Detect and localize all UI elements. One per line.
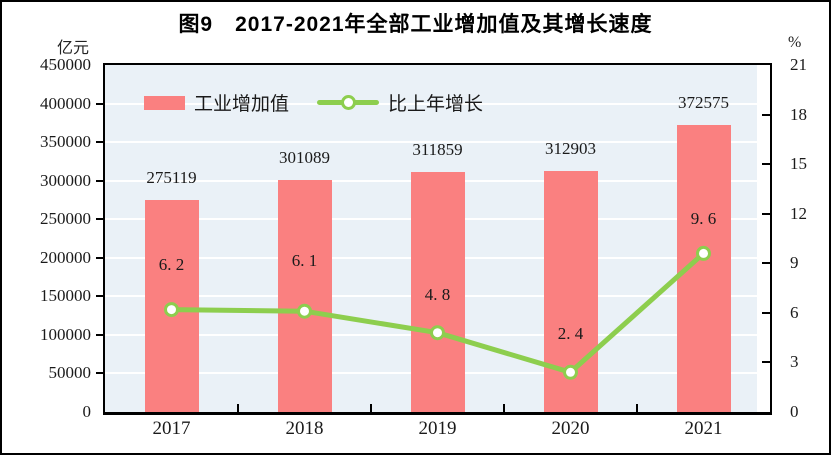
x-axis-tick: [636, 404, 638, 412]
bar-value-label: 311859: [412, 139, 463, 159]
line-value-label: 6. 2: [158, 254, 185, 274]
left-axis-tick-label: 250000: [40, 209, 91, 229]
line-value-label: 4. 8: [424, 284, 451, 304]
bar-value-label: 301089: [279, 147, 330, 167]
left-axis-tick: [96, 333, 105, 336]
line-marker: [430, 325, 445, 341]
right-axis-tick: [762, 262, 770, 265]
left-axis-unit-label: 亿元: [56, 40, 89, 57]
bar-value-label: 275119: [146, 167, 197, 187]
bar-value-label: 372575: [678, 92, 729, 112]
left-axis-tick: [96, 141, 105, 144]
gridline: [105, 102, 757, 105]
x-category-label: 2017: [152, 418, 191, 439]
legend: 工业增加值 比上年增长: [144, 89, 483, 116]
line-value-label: 9. 6: [690, 209, 717, 229]
left-axis-tick-label: 200000: [40, 247, 91, 267]
line-value-label: 6. 1: [291, 251, 318, 271]
growth-line: [169, 250, 706, 375]
left-axis-tick: [96, 179, 105, 182]
legend-label-bar: 工业增加值: [194, 94, 290, 115]
line-marker: [563, 364, 578, 380]
x-axis-tick: [370, 404, 372, 412]
right-axis-tick-label: 18: [790, 104, 807, 124]
left-axis-tick-label: 300000: [40, 170, 91, 190]
x-axis-tick: [503, 404, 505, 412]
line-value-label: 2. 4: [557, 324, 584, 344]
legend-item-bar: 工业增加值: [144, 89, 289, 116]
left-axis-tick: [96, 295, 105, 298]
right-axis-tick-label: 0: [790, 402, 799, 421]
right-axis-tick-label: 9: [790, 253, 799, 273]
left-axis-tick-label: 100000: [40, 324, 91, 344]
x-category-label: 2020: [551, 418, 590, 439]
gridline: [105, 141, 757, 144]
bar: [410, 171, 465, 412]
right-axis-tick-label: 3: [790, 352, 799, 372]
plot-area: [103, 63, 772, 415]
left-axis-tick-label: 0: [82, 402, 92, 421]
left-axis-tick: [96, 372, 105, 375]
left-axis-tick-label: 50000: [48, 363, 92, 383]
right-axis-tick: [762, 212, 770, 215]
right-axis-tick: [762, 113, 770, 116]
bar: [277, 179, 332, 412]
left-axis-tick: [96, 102, 105, 105]
right-axis-tick: [762, 311, 770, 314]
left-axis-tick: [96, 218, 105, 221]
bar-value-label: 312903: [545, 138, 596, 158]
right-axis-tick-label: 15: [790, 154, 807, 174]
left-axis-tick: [96, 256, 105, 259]
left-axis-tick-label: 350000: [40, 132, 91, 152]
x-axis-tick: [237, 404, 239, 412]
chart-title: 图9 2017-2021年全部工业增加值及其增长速度: [178, 13, 653, 36]
line-marker: [164, 302, 179, 318]
line-marker: [696, 245, 711, 261]
x-category-label: 2018: [285, 418, 324, 439]
line-marker: [297, 303, 312, 319]
right-axis-unit-label: %: [788, 34, 802, 51]
line-swatch-icon: [317, 95, 380, 110]
right-axis-tick-label: 12: [790, 203, 807, 223]
right-axis-tick-label: 6: [790, 302, 799, 322]
x-category-label: 2021: [684, 418, 723, 439]
left-axis-tick-label: 400000: [40, 93, 91, 113]
x-category-label: 2019: [418, 418, 457, 439]
line-series-layer: [164, 245, 711, 380]
bar-swatch-icon: [144, 95, 185, 110]
left-axis-tick-label: 450000: [40, 55, 91, 74]
left-axis-tick-label: 150000: [40, 286, 91, 306]
right-axis-tick-label: 21: [790, 55, 807, 74]
legend-item-line: 比上年增长: [317, 89, 483, 116]
right-axis-tick: [762, 361, 770, 364]
legend-label-line: 比上年增长: [388, 94, 484, 115]
right-axis-tick: [762, 163, 770, 166]
